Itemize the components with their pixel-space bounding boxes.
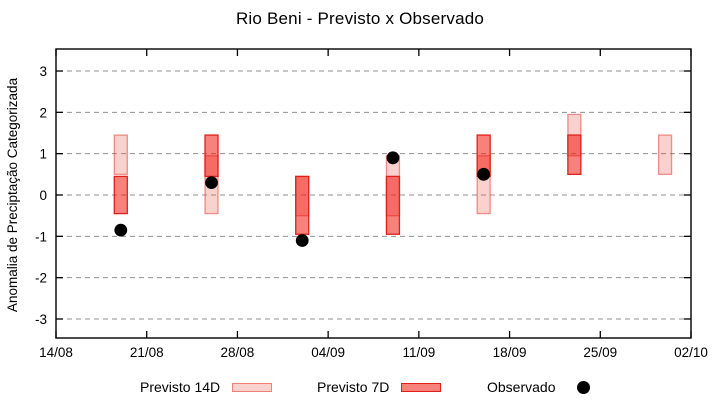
legend-item-previsto-14d: Previsto 14D	[140, 376, 273, 398]
legend-item-observado: Observado	[487, 376, 591, 398]
previsto-7d-bar	[567, 134, 582, 175]
plot-border	[55, 48, 692, 339]
legend-swatch-observado-dot	[577, 380, 591, 394]
y-tick-label: 0	[39, 188, 47, 203]
x-tick-label: 02/10	[674, 345, 708, 360]
previsto-7d-bar	[113, 175, 128, 215]
y-tick-label: -1	[35, 229, 47, 244]
legend-item-previsto-7d: Previsto 7D	[317, 376, 442, 398]
y-tick-label: 3	[39, 64, 47, 79]
chart-title: Rio Beni - Previsto x Observado	[235, 9, 485, 28]
x-tick-label: 04/09	[311, 345, 345, 360]
x-tick-label: 28/08	[221, 345, 255, 360]
observado-dot	[477, 167, 491, 181]
y-tick-label: -3	[35, 312, 47, 327]
x-tick-label: 18/09	[493, 345, 527, 360]
y-tick-label: 2	[39, 105, 47, 120]
y-tick-label: -2	[35, 271, 47, 286]
legend: Previsto 14D Previsto 7D Observado	[0, 376, 720, 398]
legend-swatch-14d-bar	[232, 382, 273, 392]
observado-dot	[205, 176, 218, 190]
x-tick-label: 14/08	[39, 345, 73, 360]
y-axis-label: Anomalia de Preciptação Categorizada	[5, 77, 20, 312]
x-tick-label: 21/08	[130, 345, 164, 360]
observado-dot	[386, 151, 400, 165]
previsto-14d-bar	[113, 134, 128, 175]
legend-swatch-7d-bar	[401, 382, 442, 392]
previsto-7d-bar	[385, 175, 401, 235]
x-tick-label: 25/09	[583, 345, 617, 360]
legend-label-previsto-14d: Previsto 14D	[140, 379, 221, 395]
legend-label-previsto-7d: Previsto 7D	[317, 379, 390, 395]
observado-dot	[114, 223, 128, 237]
legend-label-observado: Observado	[487, 379, 556, 395]
y-tick-label: 1	[39, 147, 47, 162]
x-tick-label: 11/09	[402, 345, 435, 360]
previsto-7d-bar	[295, 175, 310, 235]
observado-dot	[295, 234, 309, 247]
previsto-14d-bar	[657, 134, 673, 175]
previsto-7d-bar	[204, 134, 219, 178]
